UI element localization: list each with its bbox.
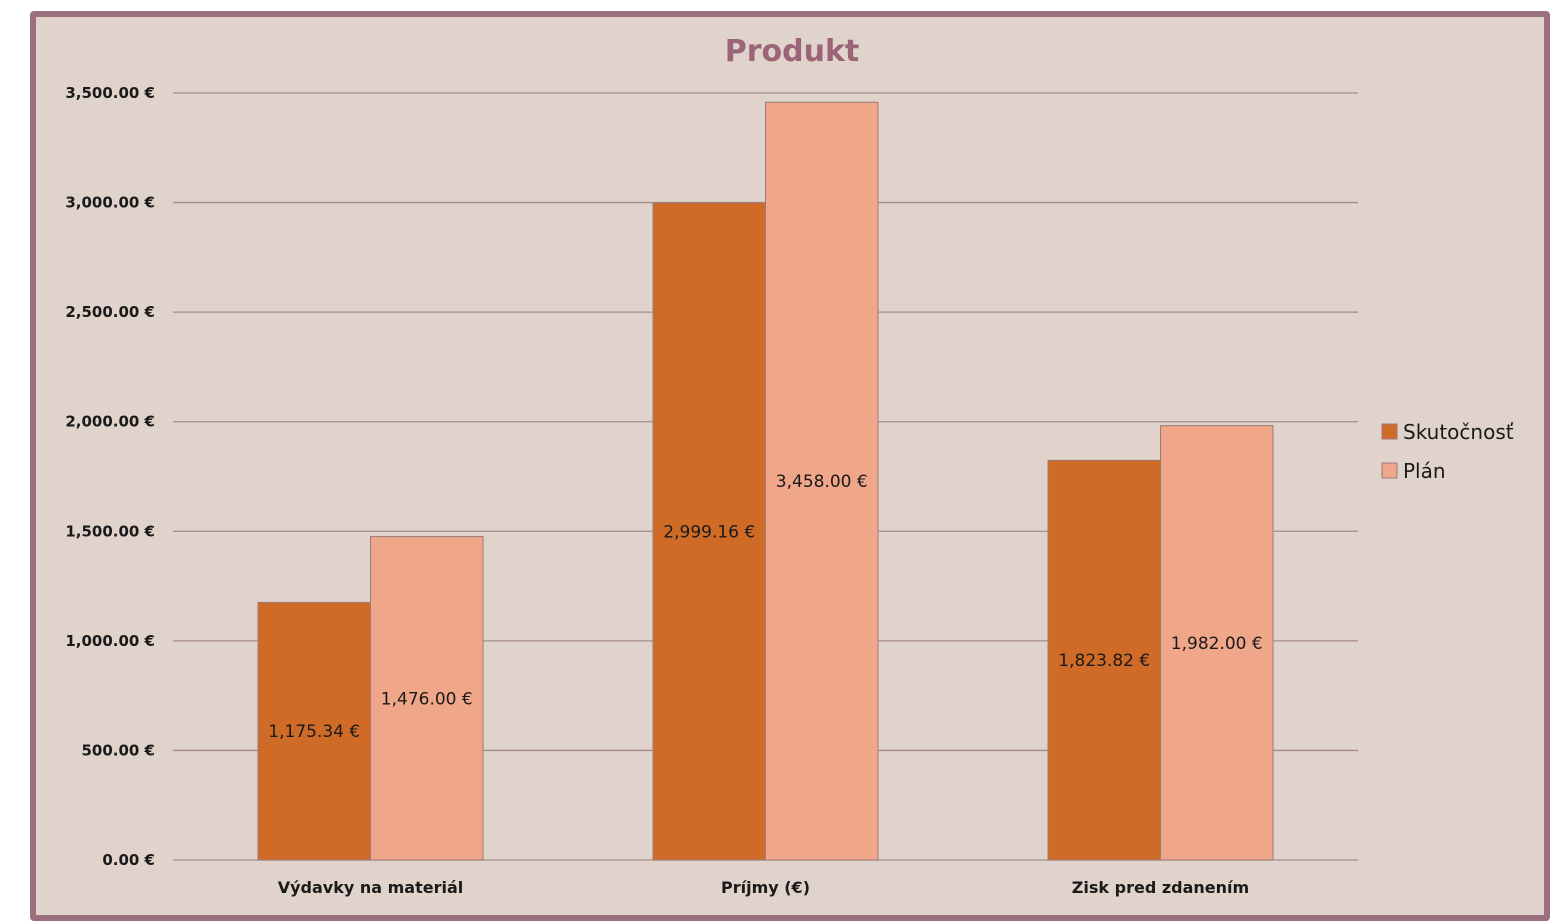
data-label: 2,999.16 € — [663, 522, 755, 542]
y-tick-label: 2,500.00 € — [65, 303, 155, 321]
chart-title: Produkt — [725, 34, 860, 69]
legend-swatch — [1381, 423, 1398, 440]
y-tick-label: 3,500.00 € — [65, 84, 155, 102]
bar — [1160, 425, 1274, 861]
bar — [370, 536, 484, 861]
y-tick-label: 0.00 € — [102, 851, 155, 869]
data-label: 3,458.00 € — [776, 472, 868, 492]
legend-label: Skutočnosť — [1403, 420, 1514, 444]
y-tick-label: 500.00 € — [81, 741, 155, 759]
y-axis-ticks: 0.00 € 500.00 € 1,000.00 € 1,500.00 € 2,000.… — [65, 84, 155, 869]
category-label: Zisk pred zdanením — [1072, 878, 1249, 897]
bar — [1047, 459, 1161, 861]
legend-swatch — [1381, 462, 1398, 479]
category-label: Výdavky na materiál — [278, 878, 464, 897]
data-labels: 1,175.34 € 1,476.00 € 2,999.16 € 3,458.00 €… — [268, 472, 1262, 742]
y-tick-label: 1,000.00 € — [65, 632, 155, 650]
y-tick-label: 3,000.00 € — [65, 194, 155, 212]
category-labels: Výdavky na materiál Príjmy (€) Zisk pred z… — [278, 878, 1249, 897]
data-label: 1,982.00 € — [1171, 634, 1263, 654]
legend: Skutočnosť Plán — [1381, 420, 1514, 483]
data-label: 1,175.34 € — [268, 722, 360, 742]
data-label: 1,823.82 € — [1058, 651, 1150, 671]
y-tick-label: 2,000.00 € — [65, 413, 155, 431]
legend-label: Plán — [1403, 459, 1446, 483]
bar — [765, 101, 879, 861]
category-label: Príjmy (€) — [721, 878, 810, 897]
data-label: 1,476.00 € — [381, 689, 473, 709]
y-tick-label: 1,500.00 € — [65, 522, 155, 540]
bar — [257, 601, 371, 861]
bars — [257, 101, 1274, 861]
